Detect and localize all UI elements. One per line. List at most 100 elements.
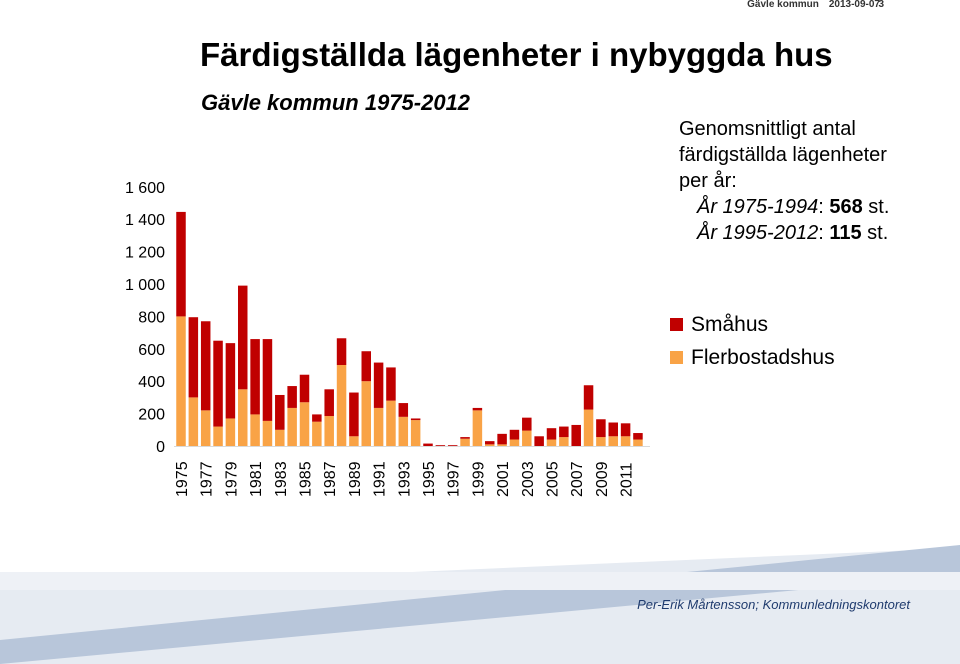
bar-flerbostadshus-2009 — [596, 437, 606, 446]
bar-flerbostadshus-1980 — [238, 389, 248, 446]
bar-smahus-2006 — [559, 426, 569, 438]
bar-flerbostadshus-2008 — [583, 409, 594, 446]
y-tick-label: 1 600 — [125, 180, 165, 197]
y-tick-label: 600 — [138, 342, 165, 359]
bar-smahus-2009 — [596, 419, 606, 438]
x-tick-label: 1985 — [298, 461, 315, 497]
bar-smahus-1980 — [238, 285, 248, 390]
x-tick-label: 1987 — [322, 461, 339, 497]
x-tick-label: 1997 — [446, 461, 463, 497]
bar-smahus-1983 — [275, 394, 285, 430]
x-tick-label: 1981 — [248, 461, 265, 497]
bar-smahus-1997 — [447, 445, 458, 446]
bar-flerbostadshus-2011 — [620, 436, 631, 446]
x-tick-label: 2001 — [495, 461, 512, 497]
y-tick-label: 1 000 — [125, 277, 165, 294]
bar-smahus-1981 — [250, 339, 260, 415]
x-tick-label: 1983 — [273, 461, 290, 497]
x-tick-label: 1977 — [199, 461, 216, 497]
bar-smahus-2010 — [608, 422, 618, 437]
bar-smahus-2008 — [583, 385, 594, 410]
bar-flerbostadshus-1975 — [176, 316, 186, 446]
bar-flerbostadshus-2000 — [485, 444, 495, 446]
bar-smahus-2001 — [497, 433, 507, 445]
note-row-1-sep: : — [818, 196, 830, 218]
note-line-3: per år: — [679, 170, 737, 192]
x-tick-label: 1995 — [421, 461, 438, 497]
bar-smahus-1989 — [349, 392, 359, 437]
y-tick-label: 400 — [138, 374, 165, 391]
header-org-date: Gävle kommun 2013-09-07 — [737, 0, 880, 10]
bar-smahus-1975 — [176, 211, 186, 317]
note-row-2-unit: st. — [861, 222, 889, 244]
bar-flerbostadshus-1991 — [373, 407, 384, 446]
legend-label-flerbostadshus: Flerbostadshus — [691, 345, 835, 369]
x-tick-label: 2003 — [520, 461, 537, 497]
bar-smahus-1978 — [213, 340, 223, 427]
y-tick-label: 1 400 — [125, 212, 165, 229]
bar-flerbostadshus-1998 — [460, 438, 470, 446]
legend-item-flerbostadshus: Flerbostadshus — [670, 341, 835, 374]
bar-flerbostadshus-1992 — [386, 400, 396, 446]
bar-smahus-1986 — [312, 414, 322, 422]
x-tick-label: 1993 — [396, 461, 413, 497]
bar-flerbostadshus-1984 — [287, 407, 297, 446]
bar-smahus-1994 — [410, 418, 421, 421]
bar-flerbostadshus-1979 — [225, 418, 236, 446]
note-row-2-value: 115 — [829, 222, 862, 244]
bar-smahus-1988 — [336, 338, 347, 365]
y-tick-label: 200 — [138, 407, 165, 424]
bar-flerbostadshus-1978 — [213, 426, 223, 446]
header-org: Gävle kommun — [747, 0, 819, 10]
bar-flerbostadshus-1987 — [324, 416, 334, 446]
x-tick-label: 1975 — [174, 461, 191, 497]
bar-smahus-2007 — [571, 424, 581, 446]
bar-flerbostadshus-1985 — [299, 402, 310, 446]
bar-flerbostadshus-1989 — [349, 436, 359, 446]
bar-smahus-2012 — [633, 433, 643, 440]
note-row-1-unit: st. — [862, 196, 890, 218]
y-tick-label: 0 — [156, 439, 165, 456]
note-row-2: År 1995-2012: 115 st. — [679, 220, 889, 246]
note-row-2-sep: : — [818, 222, 830, 244]
bar-smahus-2004 — [534, 436, 544, 446]
chart-subtitle: Gävle kommun 1975-2012 — [201, 90, 471, 115]
y-tick-label: 800 — [138, 309, 165, 326]
bar-smahus-1982 — [262, 339, 273, 421]
bar-flerbostadshus-2002 — [509, 439, 520, 446]
average-note: Genomsnittligt antal färdigställda lägen… — [679, 116, 889, 246]
y-tick-label: 1 200 — [125, 245, 165, 262]
chart-legend: Småhus Flerbostadshus — [670, 308, 835, 374]
bar-flerbostadshus-2010 — [608, 436, 618, 446]
bar-flerbostadshus-2003 — [522, 430, 532, 446]
bar-smahus-2002 — [509, 429, 520, 440]
bar-flerbostadshus-2006 — [559, 437, 569, 446]
bar-smahus-1987 — [324, 389, 334, 417]
note-row-1-value: 568 — [829, 196, 863, 218]
bar-flerbostadshus-1999 — [472, 410, 483, 446]
chart-title: Färdigställda lägenheter i nybyggda hus — [200, 36, 833, 73]
bar-smahus-1995 — [423, 443, 433, 446]
note-row-1: År 1975-1994: 568 st. — [679, 194, 889, 220]
bar-flerbostadshus-1976 — [188, 397, 199, 446]
bar-flerbostadshus-1982 — [262, 420, 273, 446]
x-tick-label: 2005 — [545, 461, 562, 497]
x-tick-label: 1991 — [372, 461, 389, 497]
header-date: 2013-09-07 — [828, 0, 880, 10]
bar-flerbostadshus-1986 — [312, 421, 322, 446]
x-tick-label: 1989 — [347, 461, 364, 497]
legend-swatch-flerbostadshus — [670, 351, 683, 364]
x-tick-label: 2011 — [619, 462, 636, 497]
bar-smahus-1985 — [299, 374, 310, 403]
bar-smahus-1996 — [435, 445, 446, 446]
bar-flerbostadshus-1977 — [200, 410, 211, 446]
page-number: 3 — [878, 0, 884, 10]
bar-smahus-1984 — [287, 386, 297, 408]
bar-smahus-1976 — [188, 317, 199, 398]
bar-flerbostadshus-2001 — [497, 444, 507, 446]
legend-swatch-smahus — [670, 318, 683, 331]
bar-smahus-2000 — [485, 441, 495, 445]
bar-flerbostadshus-2005 — [546, 439, 557, 446]
note-row-1-label: År 1975-1994 — [697, 196, 819, 218]
